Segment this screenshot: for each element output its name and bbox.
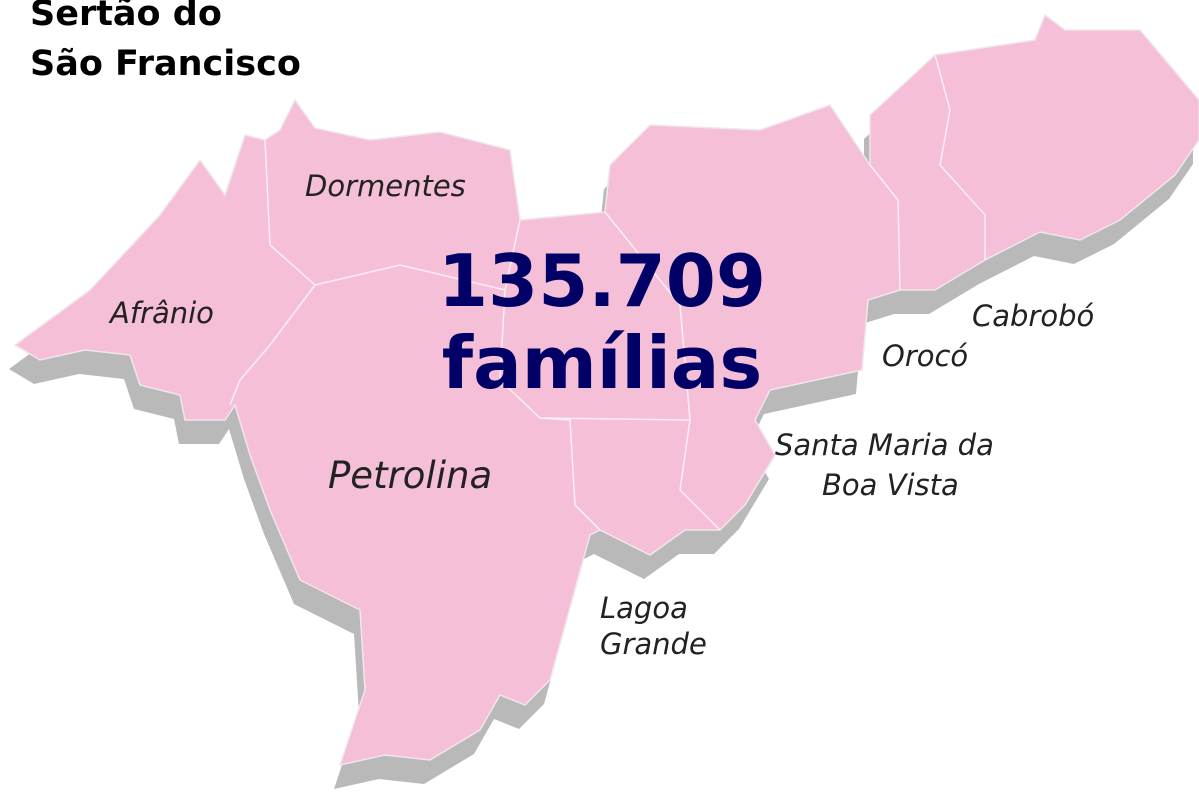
- title-line: Sertão do: [30, 0, 222, 34]
- border: [229, 284, 316, 406]
- municipality-label: Santa Maria da: [775, 428, 994, 462]
- total-unit: famílias: [442, 321, 762, 405]
- municipality-label: Lagoa: [600, 591, 688, 625]
- municipality-label: Dormentes: [305, 169, 466, 203]
- municipality-label: Grande: [600, 627, 707, 661]
- municipality-label: Orocó: [882, 339, 968, 373]
- border: [869, 164, 901, 291]
- border: [499, 289, 601, 531]
- total-value: 135.709: [438, 239, 766, 323]
- municipal-borders: [229, 54, 986, 531]
- municipality-label: Petrolina: [328, 454, 492, 497]
- border: [314, 219, 521, 291]
- title-line: São Francisco: [30, 44, 301, 84]
- border: [604, 211, 721, 531]
- municipality-label: Boa Vista: [822, 468, 959, 502]
- border: [934, 54, 986, 260]
- municipality-label: Afrânio: [108, 296, 214, 330]
- municipality-label: Cabrobó: [972, 299, 1094, 333]
- border: [264, 139, 316, 286]
- border: [539, 417, 691, 421]
